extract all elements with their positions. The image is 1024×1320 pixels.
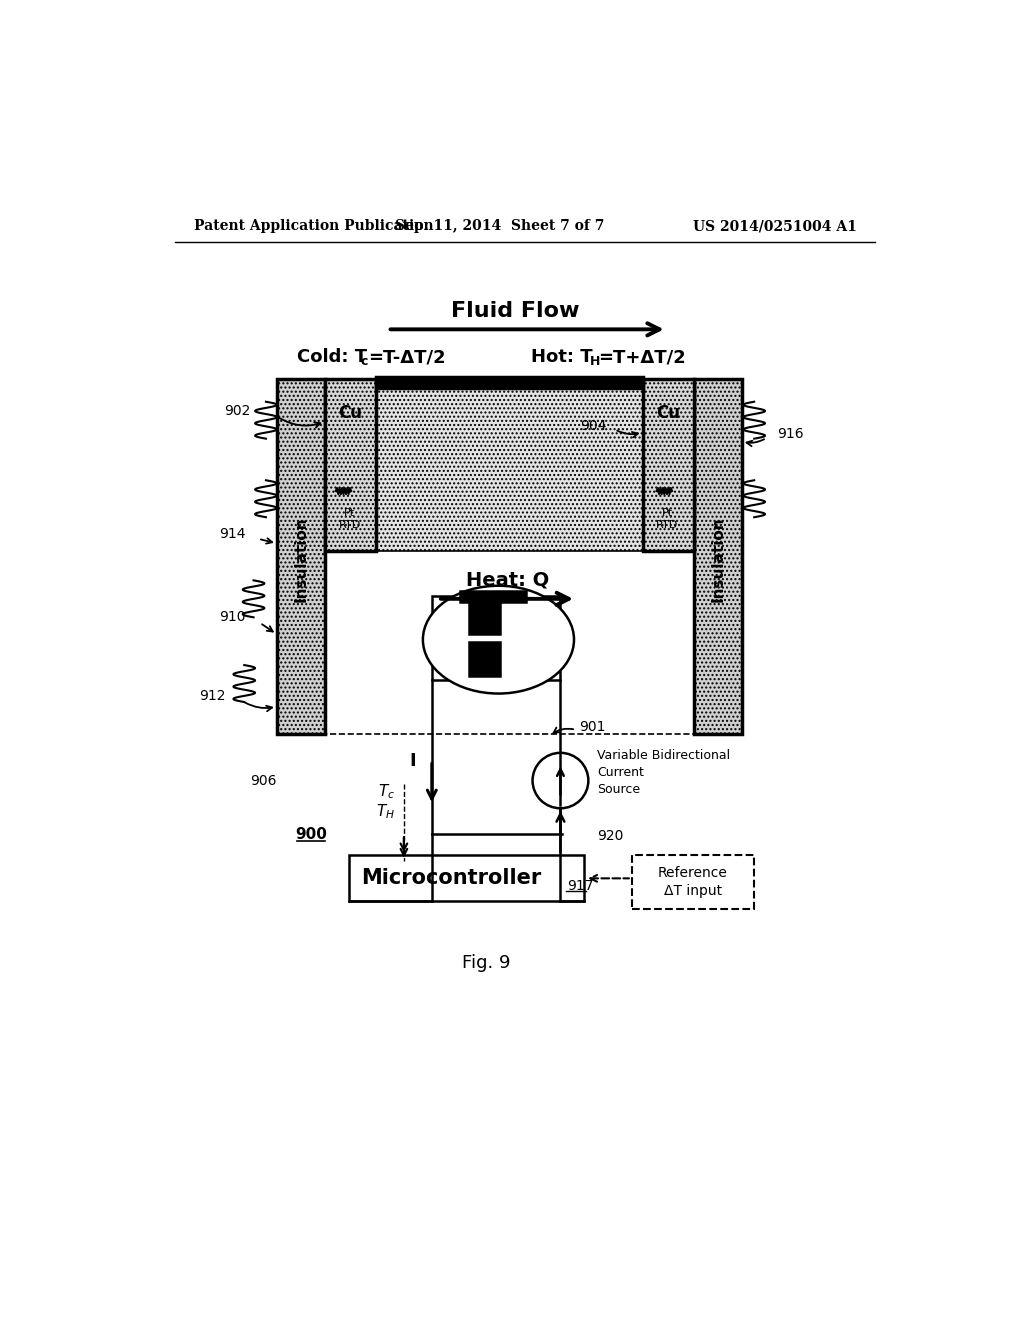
Text: H: H [590,355,600,368]
Text: c: c [360,355,368,368]
Text: $T_c$: $T_c$ [378,781,394,801]
Bar [460,591,526,602]
Text: Cu: Cu [656,404,680,421]
Bar [376,378,643,388]
Text: 901: 901 [579,719,605,734]
Bar [469,642,500,676]
Text: n: n [481,606,492,624]
Bar [432,595,560,681]
Text: Cu: Cu [338,404,362,421]
Text: Patent Application Publication: Patent Application Publication [194,219,433,234]
Bar [643,379,693,552]
Text: Hot: T: Hot: T [531,348,593,366]
Text: p: p [481,648,492,667]
Text: Heat: Q: Heat: Q [466,570,549,590]
Bar [376,388,643,552]
Text: US 2014/0251004 A1: US 2014/0251004 A1 [692,219,856,234]
Text: I: I [410,751,417,770]
Text: Pt
RTD: Pt RTD [656,508,679,529]
Text: 900: 900 [295,826,327,842]
Text: $T_H$: $T_H$ [376,803,394,821]
Text: Sep. 11, 2014  Sheet 7 of 7: Sep. 11, 2014 Sheet 7 of 7 [395,219,605,234]
Text: Insulation: Insulation [293,516,308,602]
Text: 906: 906 [250,774,276,788]
Text: 916: 916 [777,428,804,441]
Bar [469,599,500,635]
Text: Microcontroller: Microcontroller [360,869,541,888]
Text: Fig. 9: Fig. 9 [462,954,510,972]
Bar [693,379,741,734]
Text: 904: 904 [581,420,607,433]
Text: 920: 920 [597,829,624,843]
Text: 917: 917 [567,879,594,894]
Circle shape [532,752,589,808]
Bar [276,379,325,734]
Text: Pt
RTD: Pt RTD [339,508,360,529]
Bar [325,379,376,552]
Text: Reference
ΔT input: Reference ΔT input [658,866,728,899]
Bar [349,855,584,902]
Text: 914: 914 [219,527,246,541]
Text: =T-ΔT/2: =T-ΔT/2 [369,348,445,366]
Bar [632,855,755,909]
Text: Cold: T: Cold: T [297,348,367,366]
Text: 912: 912 [199,689,225,702]
Text: 910: 910 [219,610,246,623]
Text: Fluid Flow: Fluid Flow [452,301,580,321]
Text: =T+ΔT/2: =T+ΔT/2 [598,348,686,366]
Text: Variable Bidirectional
Current
Source: Variable Bidirectional Current Source [597,750,730,796]
Text: Insulation: Insulation [711,516,725,602]
Ellipse shape [423,586,574,693]
Text: 902: 902 [224,404,251,418]
